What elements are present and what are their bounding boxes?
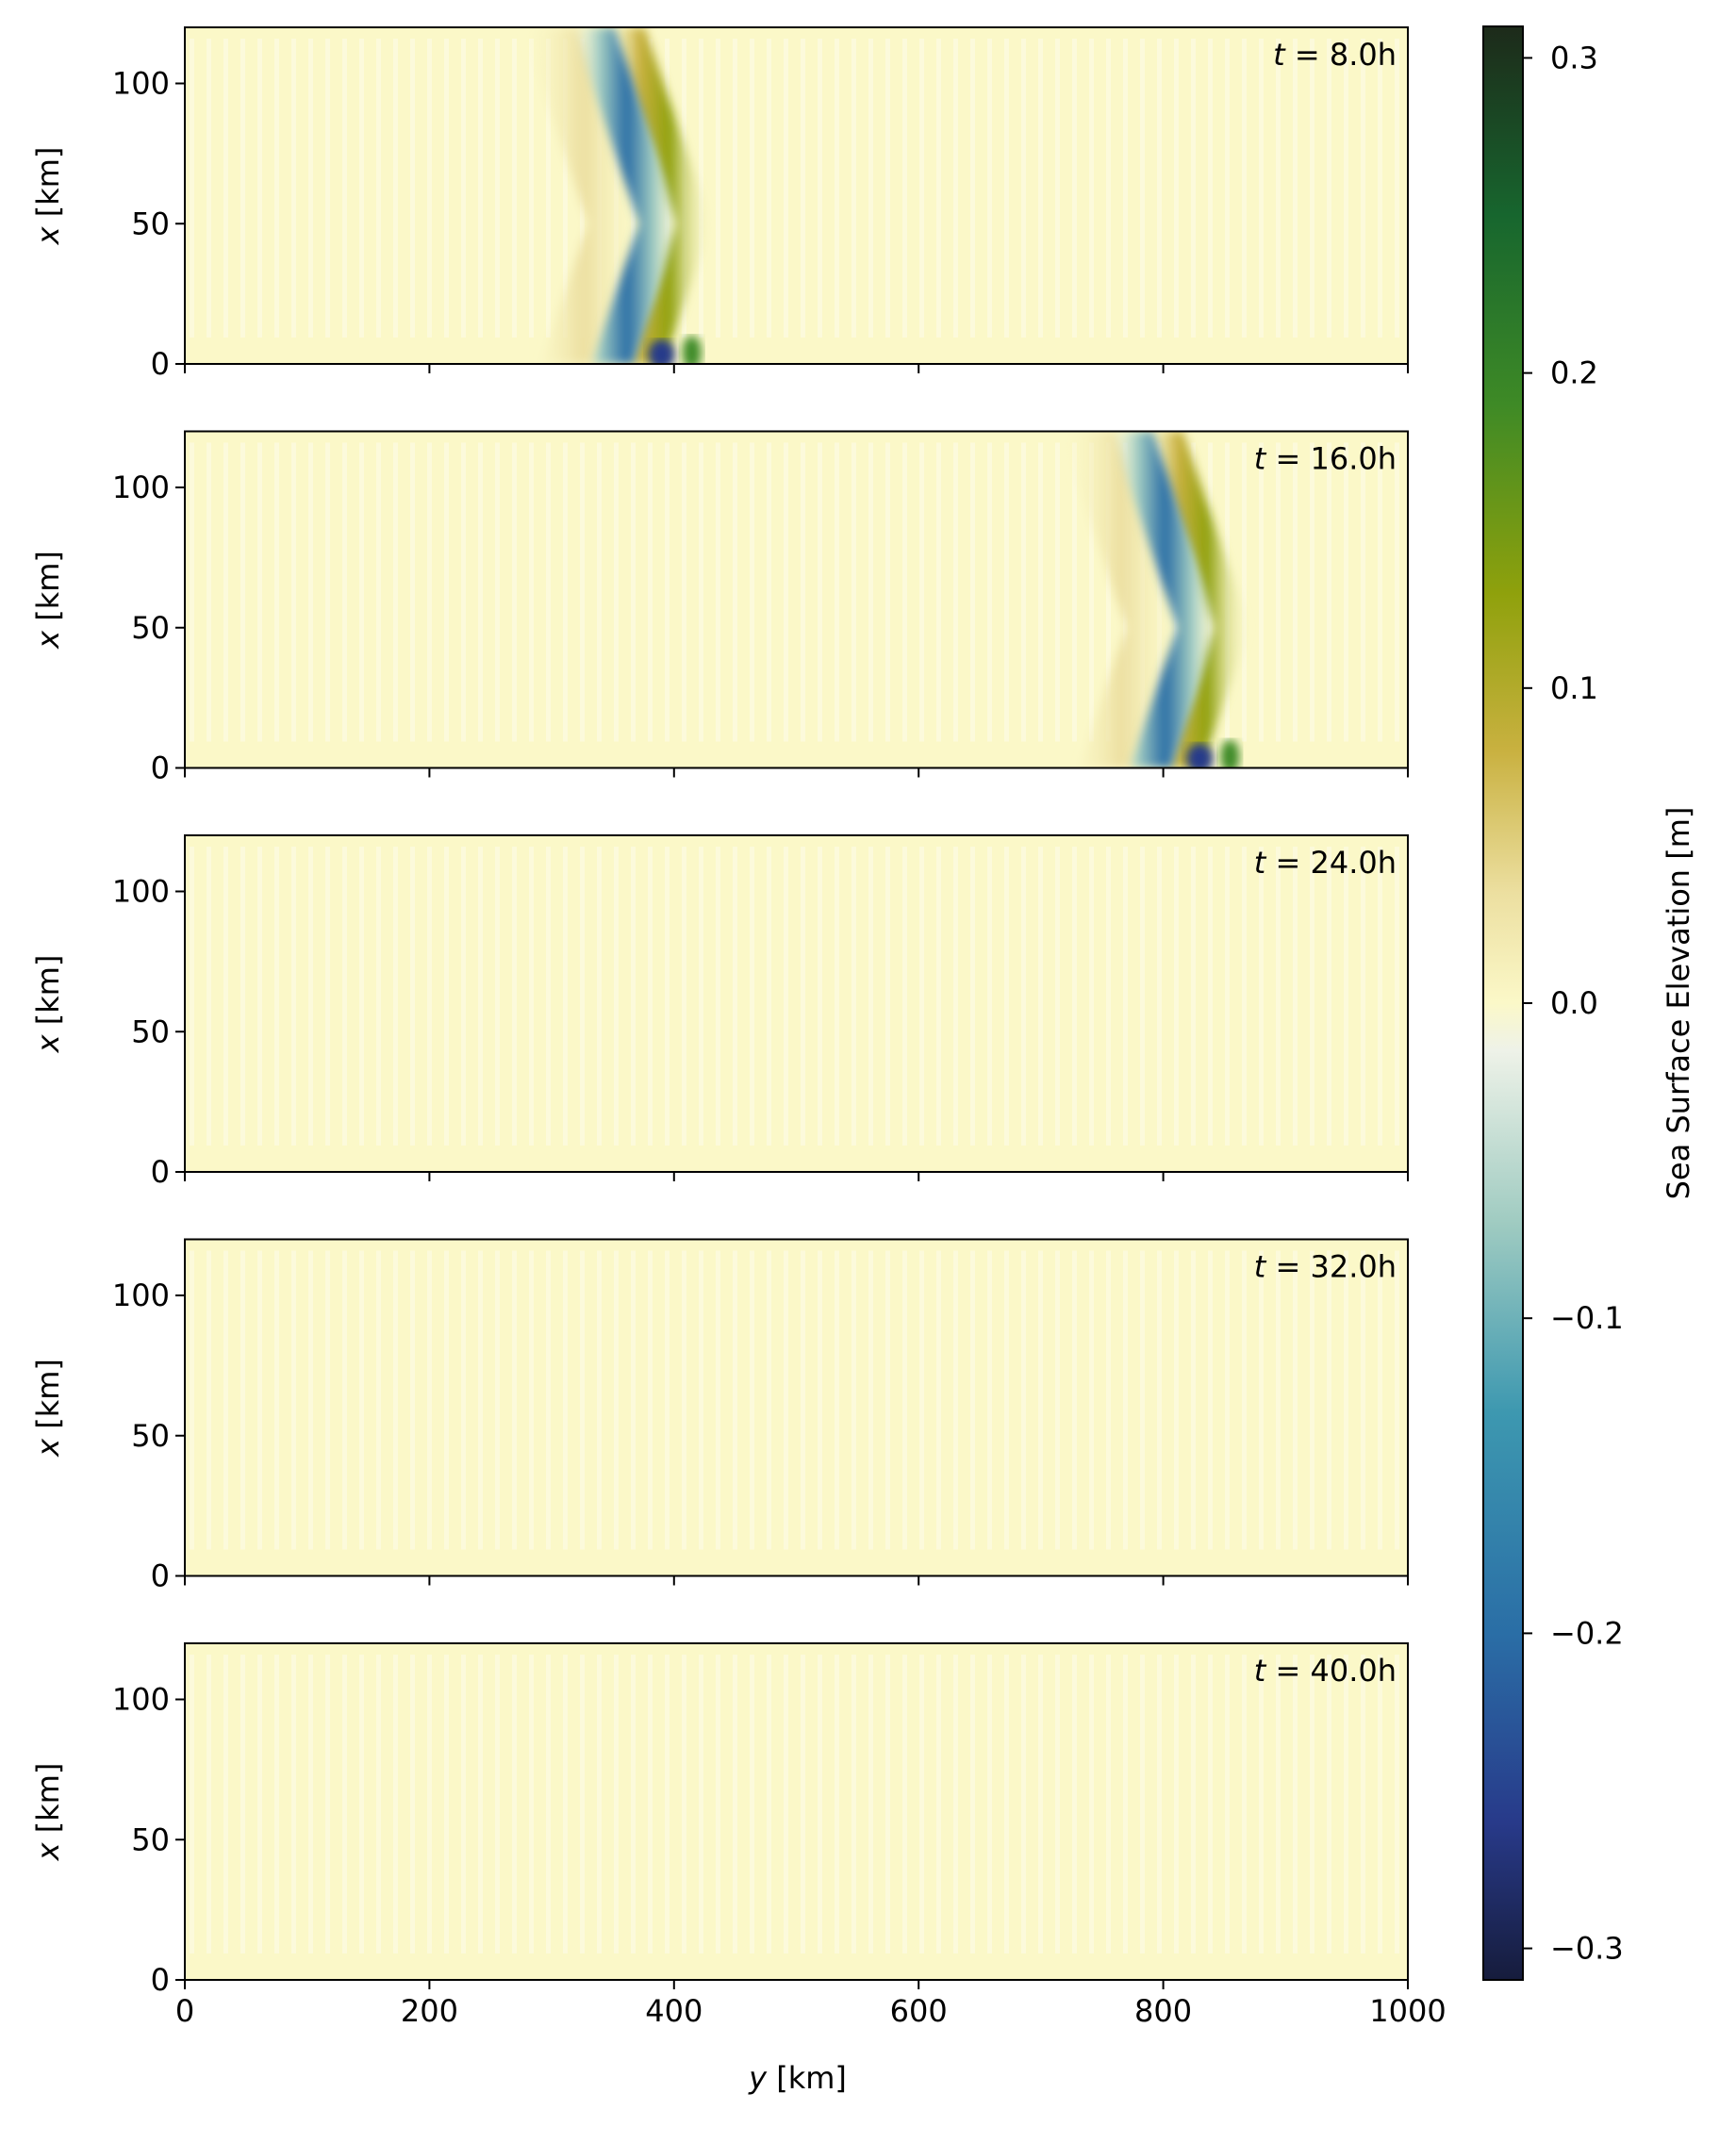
y-tick-label: 100 <box>112 1682 170 1718</box>
subplot-panel: 0 50 100 x [km] 0 200 400 600 800 1000 t = 40.0h <box>30 1642 1447 2029</box>
panel-time-symbol: t <box>1254 441 1267 477</box>
colorbar-tick-label: 0.0 <box>1550 985 1598 1021</box>
colorbar-tick-label: −0.2 <box>1550 1615 1624 1651</box>
y-tick-label: 50 <box>131 1014 170 1049</box>
wave-trailing-band <box>1060 431 1183 768</box>
colorbar-label: Sea Surface Elevation [m] <box>1661 807 1696 1200</box>
y-tick-label: 50 <box>131 610 170 646</box>
y-axis-title-unit: [km] <box>30 1763 66 1843</box>
plot-frame <box>184 26 1409 365</box>
y-tick-label: 100 <box>112 874 170 910</box>
panel-time-value: = 8.0h <box>1285 37 1397 73</box>
y-axis-title-symbol: x <box>30 1438 66 1458</box>
x-tick-label: 400 <box>645 1993 703 2029</box>
y-axis-title: x [km] <box>30 551 66 650</box>
y-axis-title: x [km] <box>30 955 66 1054</box>
subplot-panel: 0 50 100 x [km] t = 32.0h <box>30 1238 1409 1594</box>
panel-time-label: t = 24.0h <box>1254 845 1397 881</box>
colorbar-gradient <box>1482 25 1524 1981</box>
y-tick-label: 0 <box>151 1558 170 1594</box>
y-tick-label: 50 <box>131 1418 170 1454</box>
y-tick-label: 50 <box>131 1822 170 1857</box>
y-axis-title: x [km] <box>30 1359 66 1458</box>
heatmap-field <box>185 27 1408 364</box>
wave-trough-band <box>572 27 681 364</box>
y-tick-label: 0 <box>151 1154 170 1190</box>
wave-crest-band <box>1147 431 1249 768</box>
heatmap-field <box>185 1239 1408 1576</box>
y-tick-label: 100 <box>112 66 170 102</box>
panel-time-symbol: t <box>1273 37 1286 73</box>
x-axis-label: y [km] <box>748 2060 847 2096</box>
y-axis-title-unit: [km] <box>30 147 66 227</box>
x-axis-title: y [km] <box>748 2060 847 2096</box>
panel-time-symbol: t <box>1254 1653 1267 1689</box>
panel-time-symbol: t <box>1254 845 1267 881</box>
colorbar-tick-label: 0.1 <box>1550 670 1598 706</box>
panel-time-label: t = 32.0h <box>1254 1249 1397 1285</box>
y-axis-title: x [km] <box>30 147 66 246</box>
y-axis-title-unit: [km] <box>30 955 66 1035</box>
heatmap-field <box>185 835 1408 1172</box>
subplot-panel: 0 50 100 x [km] t = 16.0h <box>30 430 1409 786</box>
x-tick-label: 800 <box>1134 1993 1192 2029</box>
panel-time-symbol: t <box>1254 1249 1267 1285</box>
plot-frame <box>184 1238 1409 1577</box>
y-tick-label: 50 <box>131 206 170 241</box>
plot-frame <box>184 430 1409 769</box>
y-axis-title-symbol: x <box>30 225 66 245</box>
wave-crest-core <box>1220 739 1240 768</box>
x-tick-label: 200 <box>401 1993 458 2029</box>
colorbar-tick-label: 0.2 <box>1550 355 1598 391</box>
panel-time-value: = 40.0h <box>1265 1653 1397 1689</box>
y-axis-title-symbol: x <box>30 1841 66 1861</box>
colorbar-tick-label: −0.1 <box>1550 1300 1624 1336</box>
panel-time-value: = 32.0h <box>1265 1249 1397 1285</box>
panel-time-label: t = 40.0h <box>1254 1653 1397 1689</box>
wave-trough-band <box>1111 431 1219 768</box>
y-axis-title-symbol: x <box>30 630 66 650</box>
colorbar: −0.3 −0.2 −0.1 0.0 0.1 0.2 0.3 Sea Surface Ele… <box>1482 25 1696 1981</box>
y-axis-title-symbol: x <box>30 1033 66 1053</box>
x-axis-title-symbol: y <box>748 2060 768 2096</box>
y-axis-title: x [km] <box>30 1763 66 1862</box>
panel-time-value: = 24.0h <box>1265 845 1397 881</box>
heatmap-texture <box>185 847 1408 1146</box>
heatmap-field <box>185 1643 1408 1980</box>
wave-crest-core <box>682 336 702 364</box>
x-axis-title-unit: [km] <box>767 2060 847 2096</box>
y-tick-label: 100 <box>112 470 170 505</box>
heatmap-texture <box>185 1250 1408 1550</box>
plot-frame <box>184 1642 1409 1981</box>
colorbar-tick-label: −0.3 <box>1550 1931 1624 1967</box>
y-tick-label: 0 <box>151 750 170 786</box>
heatmap-field <box>185 431 1408 768</box>
colorbar-ticks: −0.3 −0.2 −0.1 0.0 0.1 0.2 0.3 <box>1523 40 1624 1967</box>
colorbar-tick-label: 0.3 <box>1550 40 1598 75</box>
plot-frame <box>184 834 1409 1173</box>
y-tick-label: 0 <box>151 1962 170 1998</box>
wave-trough-core <box>648 339 675 364</box>
heatmap-texture <box>185 1655 1408 1953</box>
y-tick-label: 100 <box>112 1278 170 1313</box>
y-axis-title-unit: [km] <box>30 1359 66 1439</box>
panel-time-label: t = 16.0h <box>1254 441 1397 477</box>
y-tick-label: 0 <box>151 346 170 382</box>
wave-trough-core <box>1186 743 1214 768</box>
panel-time-label: t = 8.0h <box>1273 37 1397 73</box>
x-tick-label: 1000 <box>1369 1993 1446 2029</box>
wave-crest-band <box>608 27 711 364</box>
panel-time-value: = 16.0h <box>1265 441 1397 477</box>
y-axis-title-unit: [km] <box>30 551 66 631</box>
subplot-panel: 0 50 100 x [km] t = 8.0h <box>30 26 1409 382</box>
subplot-panel: 0 50 100 x [km] t = 24.0h <box>30 834 1409 1190</box>
x-tick-label: 600 <box>890 1993 948 2029</box>
x-tick-label: 0 <box>175 1993 194 2029</box>
subplots: 0 50 100 x [km] t = 8.0h 0 50 100 x [km] t = 16.0… <box>30 26 1447 2029</box>
wave-trailing-band <box>521 27 645 364</box>
heatmap-texture <box>185 39 1408 338</box>
